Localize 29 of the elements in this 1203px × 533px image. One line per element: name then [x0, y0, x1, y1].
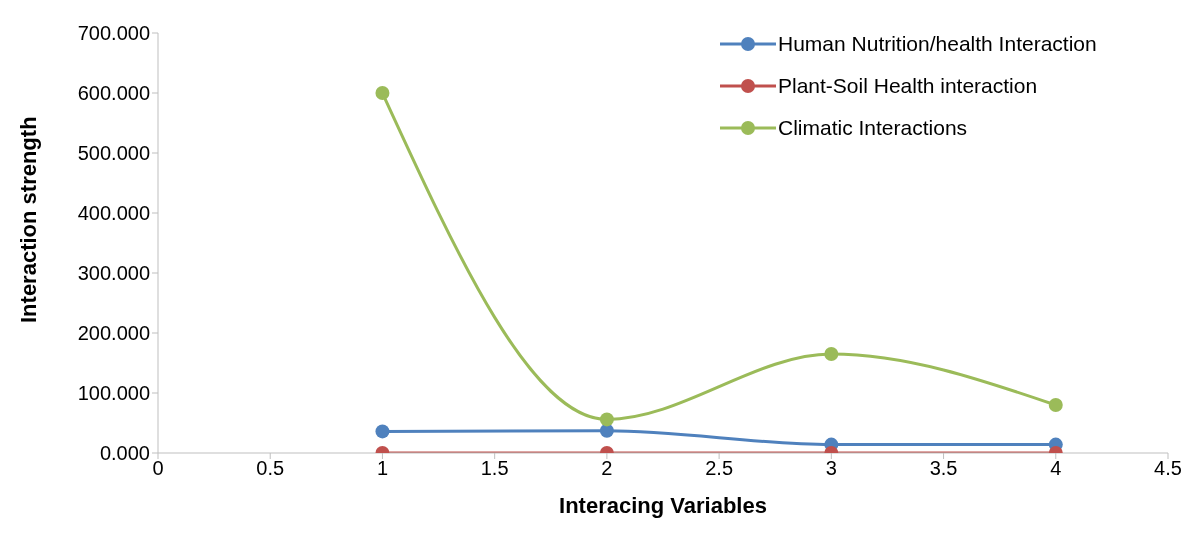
x-tick-label: 0.5 [256, 457, 285, 480]
y-tick-label: 600.000 [77, 82, 150, 105]
x-tick-label: 3.5 [929, 457, 958, 480]
x-tick-label: 2.5 [705, 457, 734, 480]
y-tick-label: 100.000 [77, 382, 150, 405]
y-tick-label: 500.000 [77, 142, 150, 165]
x-tick-label: 1 [376, 457, 389, 480]
point [1048, 398, 1063, 412]
point [375, 86, 390, 100]
x-tick-label: 3 [825, 457, 837, 480]
x-axis-title: Interacing Variables [559, 493, 767, 518]
x-tick-label: 0 [152, 457, 164, 480]
y-tick-label: 0.000 [99, 442, 150, 465]
point [375, 424, 390, 439]
y-tick-label: 700.000 [77, 22, 150, 45]
point [599, 412, 614, 427]
legend-label: Plant-Soil Health interaction [778, 74, 1038, 98]
legend-label: Climatic Interactions [778, 116, 968, 140]
y-tick-label: 300.000 [77, 262, 150, 285]
x-tick-label: 2 [601, 457, 613, 480]
x-tick-label: 1.5 [480, 457, 509, 480]
y-axis-title: Interaction strength [15, 116, 41, 323]
x-tick-label: 4.5 [1154, 457, 1182, 480]
legend-label: Human Nutrition/health Interaction [778, 32, 1097, 56]
x-tick-label: 4 [1050, 457, 1062, 480]
y-tick-label: 200.000 [77, 322, 150, 345]
point [824, 347, 839, 361]
y-tick-label: 400.000 [77, 202, 150, 225]
point [599, 423, 614, 438]
